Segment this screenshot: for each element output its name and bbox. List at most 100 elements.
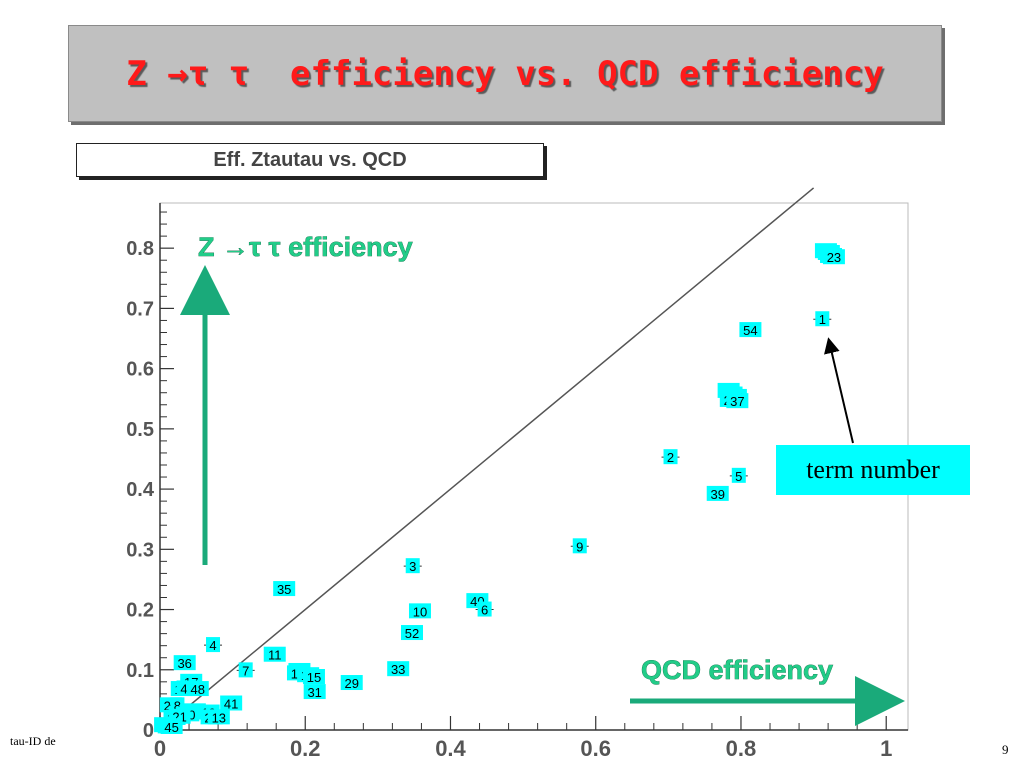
data-point-45: 45 [160, 718, 183, 735]
y-tick-label: 0.3 [126, 539, 154, 561]
data-point-7: 7 [236, 662, 255, 678]
x-tick-label: 0.2 [290, 736, 321, 761]
slide-title-box: Z →τ τ efficiency vs. QCD efficiency [68, 25, 942, 122]
y-tick-label: 0.6 [126, 359, 154, 381]
data-point-3: 3 [403, 558, 422, 574]
point-marker [408, 603, 431, 619]
data-point-37: 37 [726, 393, 749, 409]
point-label: 5 [735, 469, 742, 484]
point-marker [739, 322, 762, 338]
data-point-41: 41 [220, 695, 243, 711]
y-tick-label: 0.2 [126, 600, 154, 622]
x-tick-label: 0.8 [726, 736, 757, 761]
point-marker [572, 538, 587, 554]
point-label: 36 [177, 656, 191, 671]
y-tick-label: 0.8 [126, 238, 154, 260]
point-label: 9 [576, 539, 583, 554]
point-marker [220, 695, 243, 711]
point-marker [263, 646, 286, 662]
point-label: 23 [827, 250, 841, 265]
data-point-39: 39 [706, 485, 729, 502]
x-tick-label: 0 [154, 736, 166, 761]
data-point-1: 1 [813, 311, 832, 327]
point-label: 45 [164, 720, 178, 735]
point-marker [207, 709, 230, 725]
point-marker [405, 558, 420, 574]
point-marker [160, 718, 183, 734]
data-point-6: 6 [475, 601, 494, 618]
point-label: 37 [730, 394, 744, 409]
point-label: 15 [307, 670, 321, 685]
data-point-48: 48 [186, 681, 209, 697]
y-tick-label: 0.4 [126, 479, 155, 501]
point-label: 39 [710, 487, 724, 502]
data-point-15: 15 [302, 668, 325, 685]
point-marker [663, 449, 678, 465]
data-point-4: 4 [204, 637, 223, 653]
point-label: 52 [405, 626, 419, 641]
point-label: 29 [344, 676, 358, 691]
data-point-9: 9 [570, 538, 589, 554]
y-tick-label: 0.7 [126, 298, 154, 320]
point-label: 13 [212, 710, 226, 725]
point-marker [400, 625, 423, 641]
point-label: 3 [409, 559, 416, 574]
point-label: 7 [242, 663, 249, 678]
page-number: 9 [1002, 742, 1009, 757]
data-point-35: 35 [273, 581, 296, 597]
y-efficiency-label: Z →τ τ efficiency [198, 232, 413, 262]
x-tick-label: 1 [880, 736, 892, 761]
data-point-5: 5 [729, 467, 748, 484]
point-label: 48 [191, 682, 205, 697]
point-marker [273, 581, 296, 597]
point-label: 31 [307, 685, 321, 700]
point-marker [302, 668, 325, 684]
data-point-11: 11 [263, 646, 286, 663]
point-label: 54 [743, 323, 757, 338]
point-marker [815, 311, 830, 327]
point-marker [822, 249, 845, 265]
point-marker [340, 675, 363, 691]
histogram-title: Eff. Ztautau vs. QCD [76, 143, 544, 177]
data-point-2: 2 [661, 449, 680, 465]
point-marker [206, 637, 221, 653]
point-marker [387, 661, 410, 677]
diagonal-line [159, 187, 815, 731]
data-point-31: 31 [303, 684, 326, 700]
point-label: 33 [391, 662, 405, 677]
point-label: 2 [667, 450, 674, 465]
data-point-54: 54 [739, 322, 762, 338]
data-point-36: 36 [173, 655, 196, 671]
data-point-23: 23 [822, 249, 845, 265]
footer-text: tau-ID de [10, 734, 56, 748]
x-efficiency-label: QCD efficiency [641, 655, 833, 685]
term-number-callout: term number [776, 445, 970, 495]
point-marker [706, 485, 729, 501]
data-point-10: 10 [408, 603, 431, 619]
data-point-13: 13 [207, 709, 230, 725]
x-tick-label: 0.6 [580, 736, 611, 761]
point-marker [238, 662, 253, 678]
point-label: 41 [224, 696, 238, 711]
point-label: 1 [819, 312, 826, 327]
point-marker [731, 467, 746, 483]
point-marker [303, 684, 326, 700]
point-marker [726, 393, 749, 409]
point-label: 10 [413, 604, 427, 619]
point-label: 8 [174, 698, 181, 713]
data-point-29: 29 [340, 675, 363, 691]
point-label: 35 [277, 582, 291, 597]
callout-arrow [824, 337, 854, 444]
point-marker [173, 655, 196, 671]
y-tick-label: 0.1 [126, 660, 154, 682]
y-tick-label: 0.5 [126, 419, 154, 441]
x-tick-label: 0.4 [435, 736, 466, 761]
data-point-52: 52 [400, 625, 423, 641]
data-point-33: 33 [387, 661, 410, 677]
point-marker [186, 681, 209, 697]
slide-title: Z →τ τ efficiency vs. QCD efficiency [126, 53, 884, 94]
point-label: 4 [209, 638, 216, 653]
point-label: 11 [268, 648, 282, 663]
point-label: 6 [481, 603, 488, 618]
